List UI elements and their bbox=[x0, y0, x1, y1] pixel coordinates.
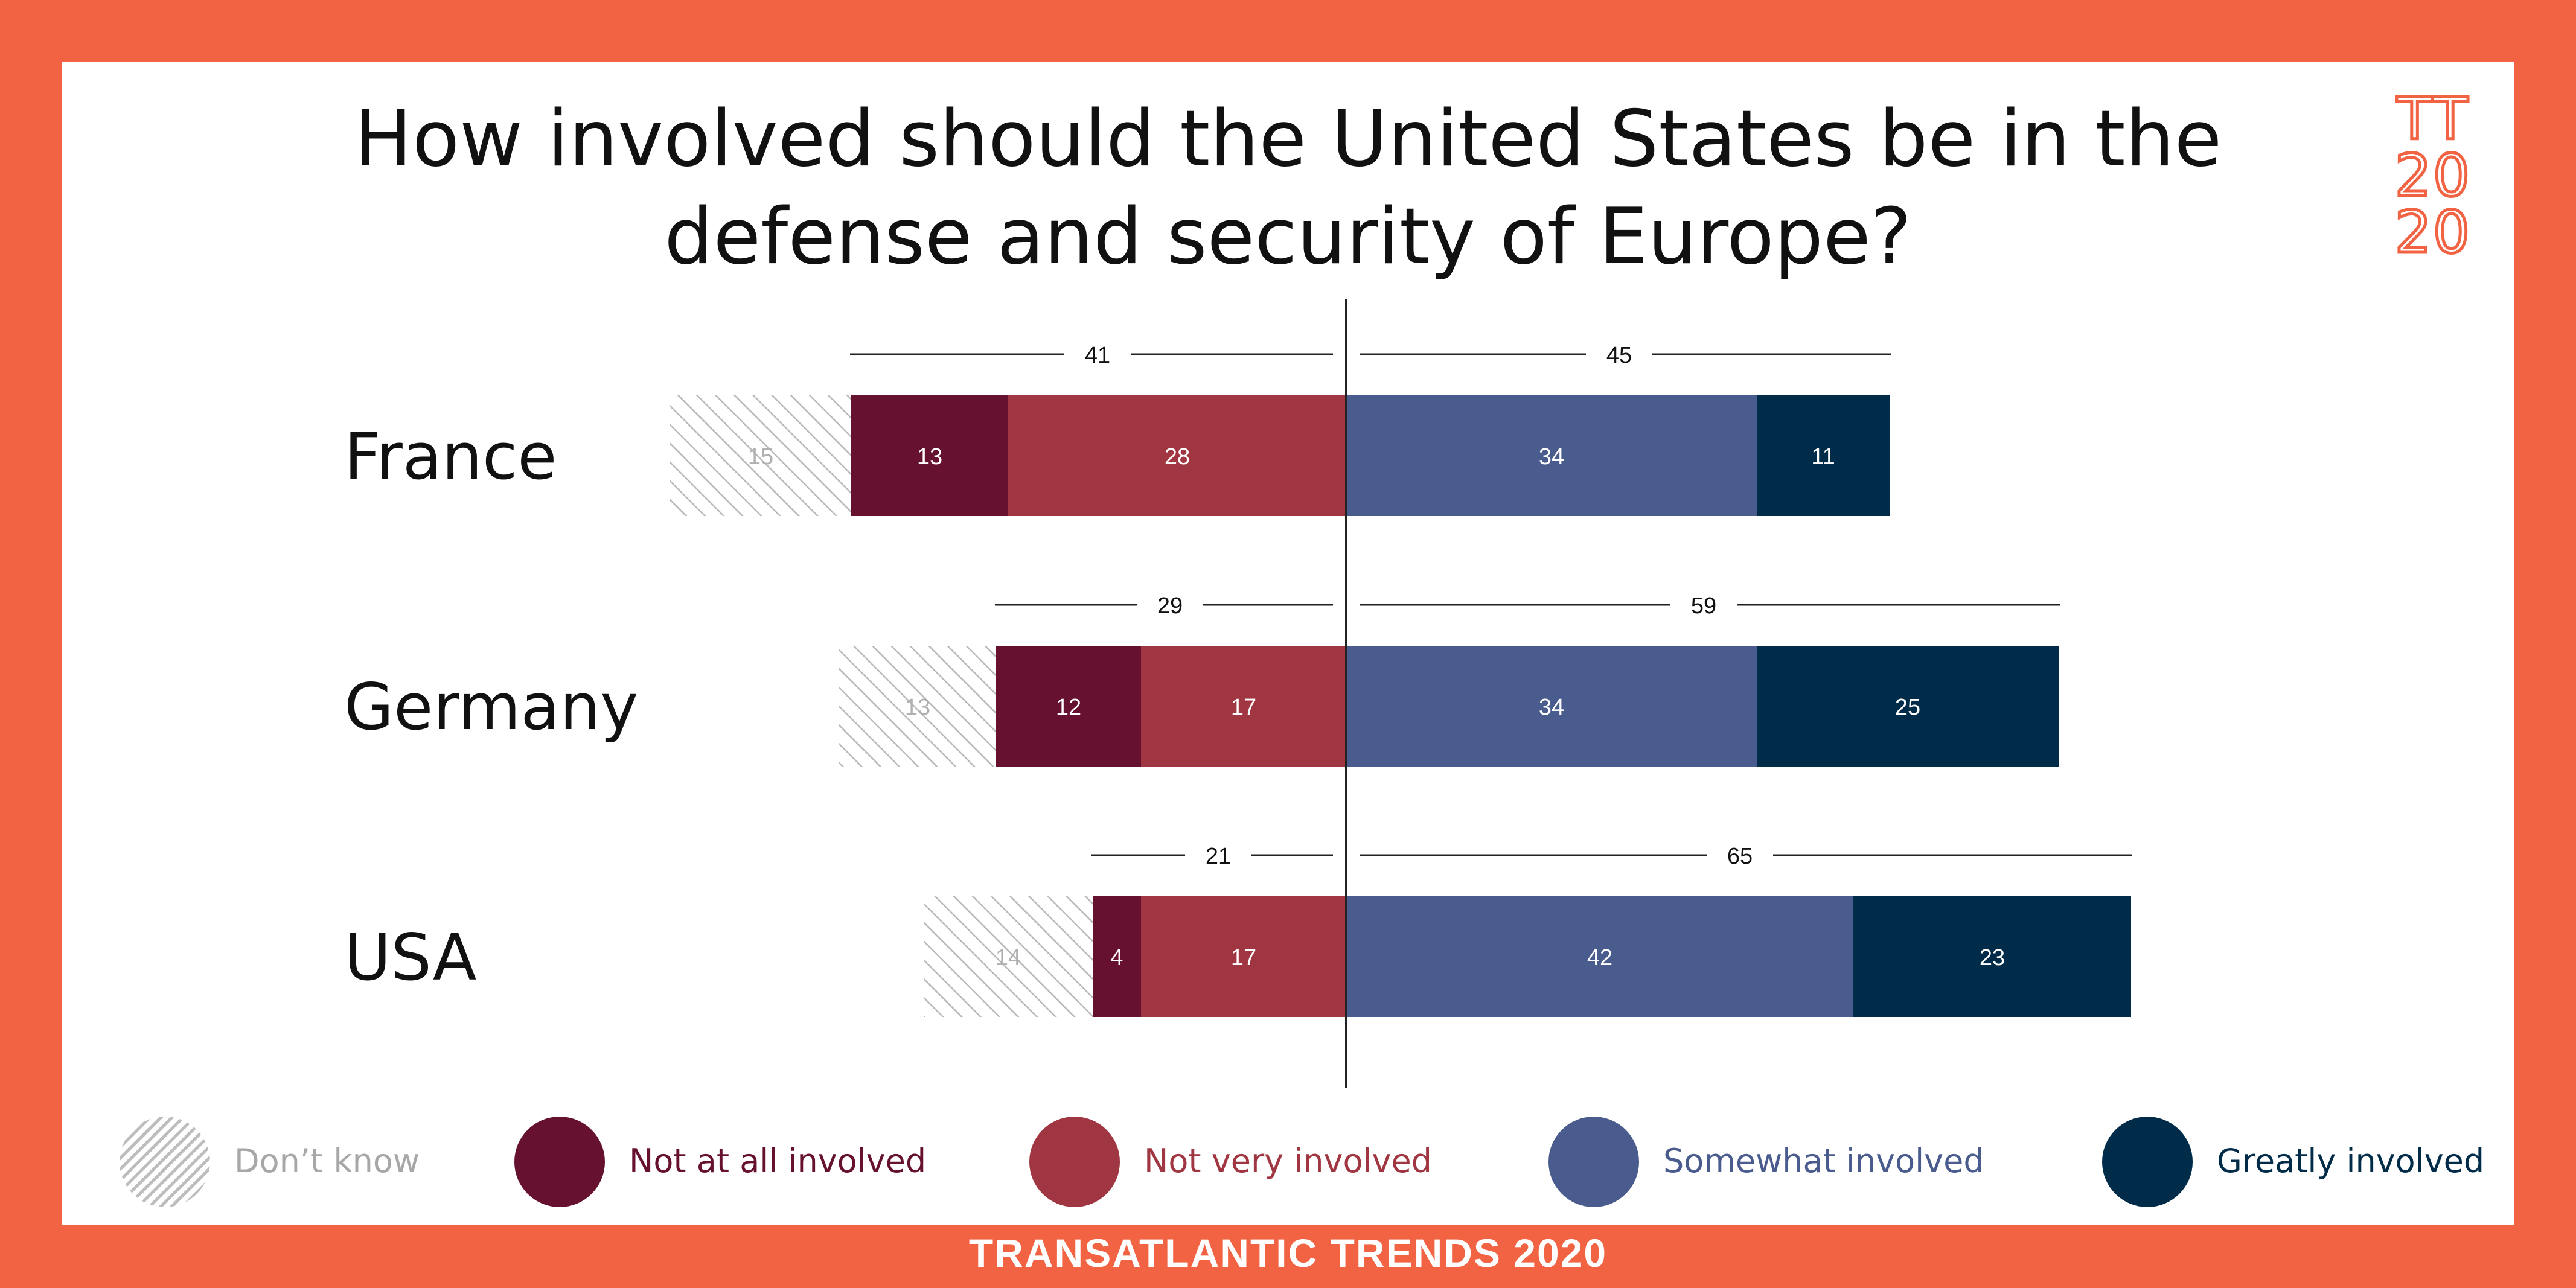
bar-value-label: 17 bbox=[1231, 945, 1256, 971]
bar-value-label: 13 bbox=[917, 444, 942, 470]
positive-total-label: 59 bbox=[1691, 593, 1716, 619]
bar-segment bbox=[1093, 896, 1141, 1017]
bar-segment bbox=[1346, 896, 1853, 1017]
bar-value-label: 42 bbox=[1587, 945, 1612, 971]
bars-layer: France 15 13 28 34 11 41 45 Germany 13 12 17 34 25 29 5… bbox=[344, 343, 2132, 1017]
footer-title: TRANSATLANTIC TRENDS 2020 bbox=[968, 1231, 1608, 1275]
bar-value-label: 12 bbox=[1056, 695, 1081, 720]
bar-segment bbox=[1346, 395, 1757, 516]
country-label: France bbox=[344, 419, 557, 494]
chart-panel bbox=[62, 62, 2514, 1225]
bar-value-label: 28 bbox=[1165, 444, 1190, 470]
bar-value-label: 23 bbox=[1980, 945, 2005, 971]
logo-line3: 20 bbox=[2393, 199, 2472, 266]
chart-title-line1: How involved should the United States be… bbox=[354, 94, 2222, 184]
negative-total-label: 41 bbox=[1085, 343, 1110, 368]
chart-title-line2: defense and security of Europe? bbox=[664, 192, 1912, 282]
tt2020-logo: TT 20 20 bbox=[2385, 85, 2481, 266]
country-label: Germany bbox=[344, 670, 638, 744]
bar-value-label: 34 bbox=[1539, 695, 1564, 720]
logo-line2: 20 bbox=[2393, 142, 2472, 209]
bar-value-label: 17 bbox=[1231, 695, 1256, 720]
positive-total-label: 65 bbox=[1727, 844, 1753, 869]
country-label: USA bbox=[344, 920, 476, 995]
logo-line1: TT bbox=[2395, 85, 2470, 153]
bar-value-label: 4 bbox=[1110, 945, 1123, 971]
chart-title: How involved should the United States be… bbox=[241, 91, 2335, 286]
bar-segment bbox=[1757, 395, 1890, 516]
positive-total-label: 45 bbox=[1606, 343, 1632, 368]
bar-segment bbox=[1346, 646, 1757, 767]
bar-segment bbox=[1141, 896, 1346, 1017]
bar-value-label: 15 bbox=[748, 444, 773, 470]
bar-segment bbox=[924, 896, 1093, 1017]
bar-segment bbox=[1008, 395, 1346, 516]
bar-segment bbox=[851, 395, 1008, 516]
bar-value-label: 25 bbox=[1895, 695, 1920, 720]
bar-segment bbox=[1757, 646, 2059, 767]
negative-total-label: 21 bbox=[1206, 844, 1231, 869]
bar-value-label: 34 bbox=[1539, 444, 1564, 470]
bar-segment bbox=[839, 646, 996, 767]
bar-value-label: 13 bbox=[905, 695, 930, 720]
bar-value-label: 14 bbox=[996, 945, 1021, 971]
bar-segment bbox=[1141, 646, 1346, 767]
bar-segment bbox=[670, 395, 851, 516]
bar-value-label: 11 bbox=[1811, 444, 1835, 470]
bar-segment bbox=[1853, 896, 2131, 1017]
bar-segment bbox=[996, 646, 1141, 767]
negative-total-label: 29 bbox=[1157, 593, 1183, 619]
